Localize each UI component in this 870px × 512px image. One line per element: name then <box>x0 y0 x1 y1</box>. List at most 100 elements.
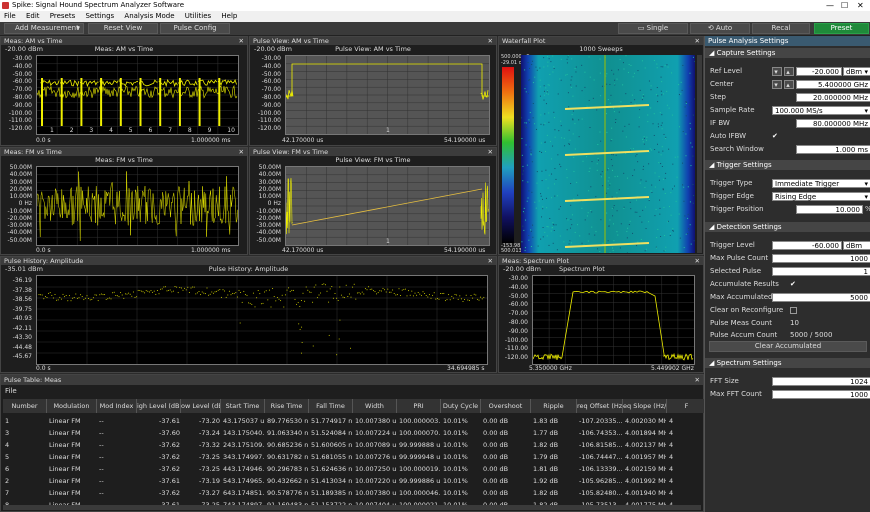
history-point <box>206 287 208 289</box>
max-fft-input[interactable]: 1000 <box>772 390 870 399</box>
clear-accumulated-button[interactable]: Clear Accumulated <box>709 341 867 352</box>
table-row[interactable]: 7 Linear FM -- -37.62 -73.27 643.174851... 90.… <box>1 487 703 499</box>
table-row[interactable]: 4 Linear FM -- -37.62 -73.32 243.175109... 90.… <box>1 439 703 451</box>
noise-pixel <box>559 163 561 165</box>
minimize-button[interactable]: — <box>826 1 834 10</box>
noise-pixel <box>549 73 551 75</box>
noise-pixel <box>642 165 644 167</box>
decrement-icon[interactable]: ▾ <box>772 67 782 76</box>
increment-icon[interactable]: ▴ <box>784 80 794 89</box>
pulse-config-button[interactable]: Pulse Config <box>160 23 230 34</box>
menu-analysis-mode[interactable]: Analysis Mode <box>124 12 175 20</box>
close-icon[interactable]: ✕ <box>694 257 700 265</box>
noise-pixel <box>581 118 583 120</box>
sample-rate-select[interactable]: 100.000 MS/s ▾ <box>772 106 870 115</box>
clear-reconf-checkbox[interactable] <box>790 307 797 314</box>
menu-utilities[interactable]: Utilities <box>184 12 212 20</box>
noise-pixel <box>647 114 649 116</box>
if-bw-input[interactable]: 80.000000 MHz <box>796 119 870 128</box>
trigger-settings-section[interactable]: ◢ Trigger Settings <box>705 160 870 170</box>
menu-help[interactable]: Help <box>221 12 238 20</box>
selected-pulse-input[interactable]: 1 <box>772 267 870 276</box>
trigger-level-unit[interactable]: dBm <box>843 241 870 250</box>
column-header[interactable]: Width <box>353 399 397 413</box>
detection-settings-section[interactable]: ◢ Detection Settings <box>705 222 870 232</box>
history-point <box>301 326 303 328</box>
y-tick-label: -10.00M <box>256 207 281 215</box>
close-icon[interactable]: ✕ <box>694 37 700 45</box>
capture-settings-section[interactable]: ◢ Capture Settings <box>705 48 870 58</box>
table-row[interactable]: 2 Linear FM -- -37.61 -73.19 543.174965... 90.… <box>1 475 703 487</box>
close-icon[interactable]: ✕ <box>238 37 244 45</box>
column-header[interactable]: ow Level (dBm <box>181 399 221 413</box>
menu-file[interactable]: File <box>4 12 16 20</box>
waterfall-scrollbar[interactable] <box>697 55 702 253</box>
spectrum-settings-section[interactable]: ◢ Spectrum Settings <box>705 358 870 368</box>
ref-unit-select[interactable]: dBm ▾ <box>843 67 870 76</box>
column-header[interactable]: Mod Index <box>97 399 137 413</box>
close-icon[interactable]: ✕ <box>487 37 493 45</box>
history-point <box>337 299 339 301</box>
auto-ifbw-checkbox[interactable]: ✔ <box>772 132 778 140</box>
noise-pixel <box>528 67 530 69</box>
increment-icon[interactable]: ▴ <box>784 67 794 76</box>
trigger-edge-select[interactable]: Rising Edge ▾ <box>772 192 870 201</box>
preset-button[interactable]: Preset <box>814 23 869 34</box>
max-accum-input[interactable]: 5000 <box>772 293 870 302</box>
maximize-button[interactable]: ☐ <box>841 1 849 10</box>
search-window-input[interactable]: 1.000 ms <box>796 145 870 154</box>
menu-presets[interactable]: Presets <box>49 12 76 20</box>
waterfall-pulse-streak <box>564 150 650 156</box>
table-row[interactable]: 6 Linear FM -- -37.62 -73.25 443.174946... 90.… <box>1 463 703 475</box>
close-icon[interactable]: ✕ <box>694 376 700 384</box>
table-row[interactable]: 5 Linear FM -- -37.62 -73.25 343.174997... 90.… <box>1 451 703 463</box>
noise-pixel <box>545 87 547 89</box>
auto-button[interactable]: ⟲ Auto <box>690 23 750 34</box>
fft-size-input[interactable]: 1024 <box>772 377 870 386</box>
trigger-type-select[interactable]: Immediate Trigger ▾ <box>772 179 870 188</box>
add-measurement-dropdown[interactable]: Add Measurement ▾ <box>4 23 84 34</box>
reset-view-button[interactable]: Reset View <box>88 23 158 34</box>
table-cell: 10.007380 us <box>355 417 396 425</box>
noise-pixel <box>616 197 618 199</box>
max-pulse-input[interactable]: 1000 <box>772 254 870 263</box>
table-file-menu[interactable]: File <box>5 387 17 395</box>
step-input[interactable]: 20.000000 MHz <box>796 93 870 102</box>
center-input[interactable]: 5.400000 GHz <box>796 80 870 89</box>
column-header[interactable]: Modulation <box>47 399 97 413</box>
menu-settings[interactable]: Settings <box>85 12 115 20</box>
noise-pixel <box>614 84 616 86</box>
column-header[interactable]: Duty Cycle <box>441 399 481 413</box>
column-header[interactable]: Fall Time <box>309 399 353 413</box>
table-row[interactable]: 3 Linear FM -- -37.60 -73.24 143.175040... 91.… <box>1 427 703 439</box>
accumulate-checkbox[interactable]: ✔ <box>790 280 796 288</box>
column-header[interactable]: eq Slope (Hz/s <box>623 399 667 413</box>
ref-level-input[interactable]: -20.000 <box>796 67 842 76</box>
trigger-position-input[interactable]: 10.000 <box>796 205 863 214</box>
column-header[interactable]: Rise Time <box>265 399 309 413</box>
column-header[interactable]: F <box>667 399 707 413</box>
close-icon[interactable]: ✕ <box>487 148 493 156</box>
column-header[interactable]: igh Level (dBm <box>137 399 181 413</box>
close-button[interactable]: ✕ <box>857 1 864 10</box>
ref-level-label: -20.00 dBm <box>254 45 292 53</box>
column-header[interactable]: Start Time <box>221 399 265 413</box>
menu-edit[interactable]: Edit <box>25 12 40 20</box>
close-icon[interactable]: ✕ <box>238 148 244 156</box>
column-header[interactable]: Number <box>3 399 47 413</box>
column-header[interactable]: Ripple <box>531 399 577 413</box>
y-tick-label: 50.00M <box>258 164 281 171</box>
column-header[interactable]: PRI <box>397 399 441 413</box>
history-point <box>152 291 154 293</box>
column-header[interactable]: Overshoot <box>481 399 531 413</box>
table-row[interactable]: 1 Linear FM -- -37.61 -73.20 43.175037 us 89.7… <box>1 415 703 427</box>
recal-button[interactable]: Recal <box>752 23 810 34</box>
decrement-icon[interactable]: ▾ <box>772 80 782 89</box>
table-h-scrollbar[interactable] <box>3 505 701 510</box>
noise-pixel <box>527 197 529 199</box>
close-icon[interactable]: ✕ <box>487 257 493 265</box>
column-header[interactable]: req Offset (Hz/s <box>577 399 623 413</box>
single-button[interactable]: ▭ Single <box>618 23 688 34</box>
trigger-level-input[interactable]: -60.000 <box>772 241 842 250</box>
noise-pixel <box>661 146 663 148</box>
